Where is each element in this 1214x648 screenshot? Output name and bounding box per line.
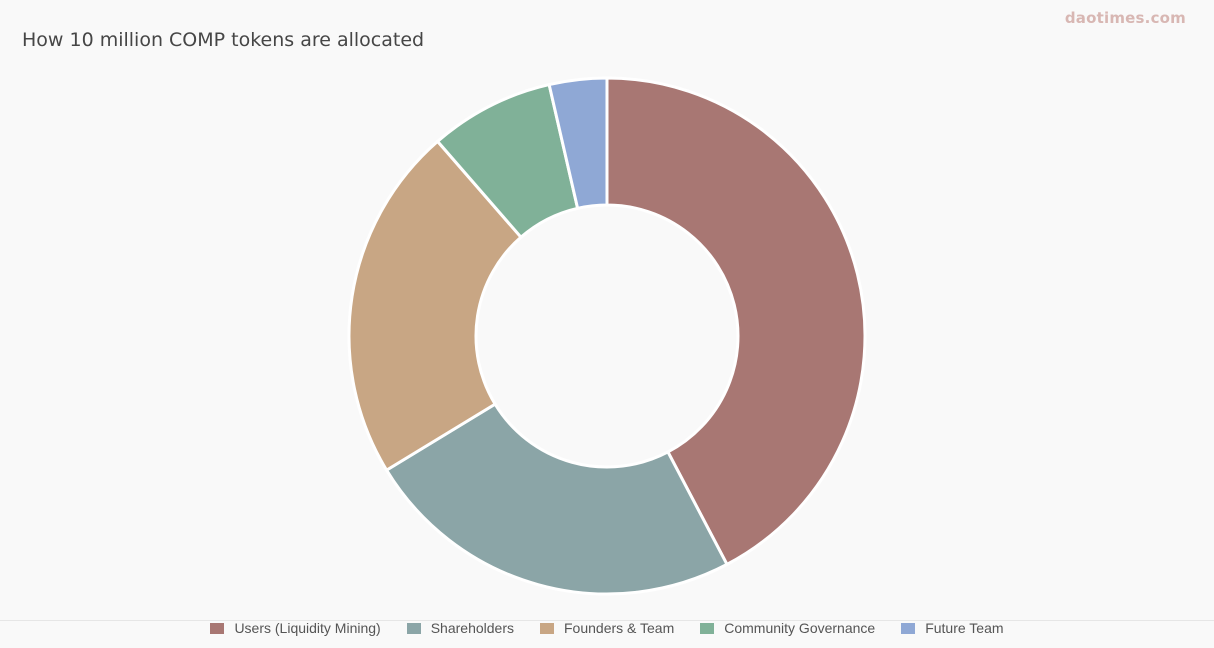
divider — [0, 620, 1214, 621]
legend-swatch — [406, 622, 421, 634]
legend-swatch — [901, 622, 916, 634]
donut-slice-0[interactable] — [605, 76, 867, 566]
donut-slice-4[interactable] — [547, 76, 609, 210]
legend-swatch — [700, 622, 715, 634]
legend-swatch — [540, 622, 554, 634]
legend: Users (Liquidity Mining) Shareholders Foun… — [0, 620, 1214, 636]
legend-label: Shareholders — [430, 620, 514, 636]
legend-label: Founders & Team — [564, 620, 675, 636]
donut-slice-1[interactable] — [385, 402, 729, 596]
legend-item-2[interactable]: Founders & Team — [540, 620, 674, 636]
chart-title: How 10 million COMP tokens are allocated — [22, 29, 425, 51]
legend-label: Future Team — [925, 620, 1004, 636]
donut-slice-2[interactable] — [347, 139, 523, 472]
legend-item-1[interactable]: Shareholders — [406, 620, 514, 636]
legend-item-0[interactable]: Users (Liquidity Mining) — [210, 620, 381, 636]
legend-label: Community Governance — [724, 620, 876, 636]
legend-item-4[interactable]: Future Team — [901, 620, 1004, 636]
legend-label: Users (Liquidity Mining) — [234, 620, 381, 636]
watermark: daotimes.com — [1064, 9, 1186, 27]
legend-item-3[interactable]: Community Governance — [700, 620, 875, 636]
legend-swatch — [210, 622, 225, 634]
